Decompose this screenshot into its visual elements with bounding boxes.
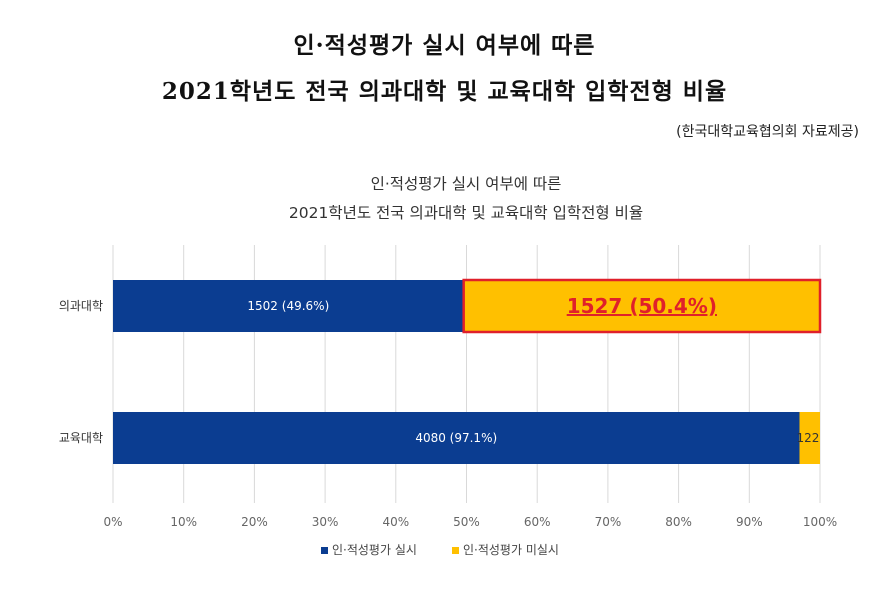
bar-segment [462,278,822,334]
x-tick-label: 10% [170,515,197,529]
x-tick-label: 60% [524,515,551,529]
source-note: (한국대학교육협의회 자료제공) [676,124,859,140]
data-label: 1527 (50.4%) [567,294,717,318]
page-title-line2: 2021학년도 전국 의과대학 및 교육대학 입학전형 비율 [161,78,728,105]
x-tick-label: 0% [103,515,122,529]
bar-segment [799,412,820,464]
data-label: 122 [796,431,819,445]
legend-label: 인·적성평가 미실시 [463,543,559,557]
chart-title-line2: 2021학년도 전국 의과대학 및 교육대학 입학전형 비율 [288,204,644,222]
category-label: 교육대학 [59,431,103,445]
data-label: 1502 (49.6%) [247,299,329,313]
legend-swatch [452,547,459,554]
x-tick-label: 70% [595,515,622,529]
page-title-line1: 인·적성평가 실시 여부에 따른 [293,32,596,59]
x-tick-label: 20% [241,515,268,529]
bar-segment [113,412,800,464]
legend-swatch [321,547,328,554]
x-tick-label: 30% [312,515,339,529]
x-tick-label: 40% [382,515,409,529]
category-label: 의과대학 [59,299,103,313]
legend-label: 인·적성평가 실시 [332,543,417,557]
x-tick-label: 50% [453,515,480,529]
x-tick-label: 80% [665,515,692,529]
data-label: 4080 (97.1%) [415,431,497,445]
x-tick-label: 90% [736,515,763,529]
chart-title-line1: 인·적성평가 실시 여부에 따른 [370,175,562,193]
bar-segment [113,280,464,332]
x-tick-label: 100% [803,515,837,529]
